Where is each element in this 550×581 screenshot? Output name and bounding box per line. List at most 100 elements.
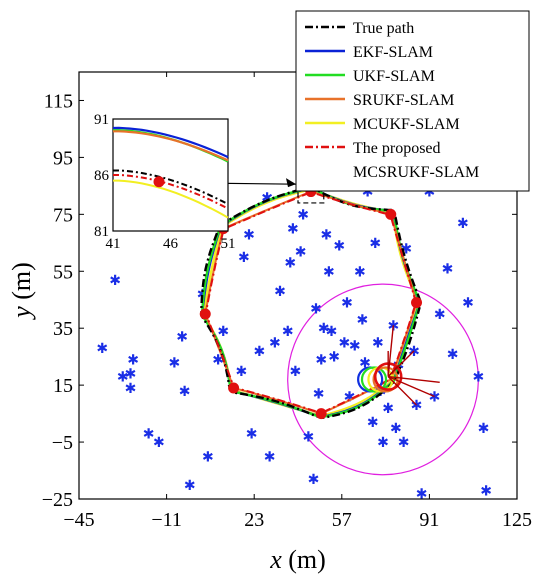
landmark: ✱ xyxy=(125,381,137,397)
inset-plot: 41 46 51 81 86 91 xyxy=(94,112,236,252)
landmark: ✱ xyxy=(400,241,412,257)
landmark: ✱ xyxy=(344,390,356,406)
x-tick-label: 57 xyxy=(332,509,352,531)
landmark: ✱ xyxy=(457,216,469,232)
sensor-range-circle xyxy=(287,283,479,476)
landmark: ✱ xyxy=(323,264,335,280)
inset-waypoint xyxy=(153,176,165,188)
legend-label: The proposed xyxy=(353,140,441,157)
landmark: ✱ xyxy=(424,185,436,201)
observation-ray xyxy=(387,376,418,406)
landmark: ✱ xyxy=(125,367,137,383)
waypoint xyxy=(385,208,397,220)
legend-label: MCSRUKF-SLAM xyxy=(353,164,479,181)
waypoint xyxy=(411,297,423,309)
landmark: ✱ xyxy=(308,472,320,488)
inset-y-tick-label: 91 xyxy=(94,112,109,128)
landmark: ✱ xyxy=(478,421,490,437)
legend-label: True path xyxy=(353,20,414,37)
landmark: ✱ xyxy=(372,335,384,351)
legend-label: SRUKF-SLAM xyxy=(353,92,454,109)
x-tick-label: 23 xyxy=(244,509,264,531)
landmark: ✱ xyxy=(362,185,374,201)
landmark: ✱ xyxy=(295,244,307,260)
x-tick-label: 91 xyxy=(419,509,439,531)
landmark: ✱ xyxy=(264,449,276,465)
landmark: ✱ xyxy=(282,324,294,340)
y-tick-label: 115 xyxy=(44,90,73,112)
observation-ray xyxy=(387,375,435,398)
landmark: ✱ xyxy=(313,387,325,403)
landmark: ✱ xyxy=(411,398,423,414)
landmark: ✱ xyxy=(297,207,309,223)
zoom-arrow-head xyxy=(286,178,296,188)
legend-label: MCUKF-SLAM xyxy=(353,116,460,133)
y-tick-label: 35 xyxy=(53,318,73,340)
landmark: ✱ xyxy=(472,370,484,386)
inset-y-tick-label: 86 xyxy=(94,168,110,184)
inset-series-line xyxy=(113,174,229,210)
observation-ray xyxy=(387,364,400,378)
legend-label: UKF-SLAM xyxy=(353,68,435,85)
landmark: ✱ xyxy=(217,324,229,340)
x-tick-label: −45 xyxy=(63,509,94,531)
observation-ray xyxy=(387,325,395,377)
landmark: ✱ xyxy=(117,370,129,386)
landmark: ✱ xyxy=(302,429,314,445)
legend-label: EKF-SLAM xyxy=(353,44,433,61)
landmark: ✱ xyxy=(326,324,338,340)
landmark: ✱ xyxy=(429,390,441,406)
landmark: ✱ xyxy=(179,384,191,400)
landmark: ✱ xyxy=(382,401,394,417)
landmark: ✱ xyxy=(246,427,258,443)
inset-frame xyxy=(112,118,229,232)
landmark: ✱ xyxy=(109,273,121,289)
landmark: ✱ xyxy=(480,483,492,499)
landmark: ✱ xyxy=(349,338,361,354)
landmark: ✱ xyxy=(238,250,250,266)
landmark: ✱ xyxy=(143,427,155,443)
inset-series-line xyxy=(112,126,229,159)
landmark: ✱ xyxy=(310,301,322,317)
landmark: ✱ xyxy=(202,449,214,465)
landmark: ✱ xyxy=(408,344,420,360)
y-tick-label: 55 xyxy=(53,261,73,283)
landmark: ✱ xyxy=(318,321,330,337)
landmark: ✱ xyxy=(377,435,389,451)
landmark: ✱ xyxy=(320,227,332,243)
landmark: ✱ xyxy=(212,353,224,369)
robot-marker xyxy=(372,366,399,393)
landmark: ✱ xyxy=(284,256,296,272)
landmark: ✱ xyxy=(357,313,369,329)
landmark: ✱ xyxy=(367,415,379,431)
landmark: ✱ xyxy=(359,355,371,371)
landmark: ✱ xyxy=(341,296,353,312)
y-axis-label: y (m) xyxy=(7,262,36,321)
landmark: ✱ xyxy=(261,190,273,206)
observation-ray xyxy=(388,375,440,383)
landmark: ✱ xyxy=(333,239,345,255)
landmark: ✱ xyxy=(442,261,454,277)
landmark: ✱ xyxy=(447,347,459,363)
robot-marker xyxy=(360,366,388,393)
y-tick-label: 15 xyxy=(53,375,73,397)
landmark: ✱ xyxy=(127,353,139,369)
landmark: ✱ xyxy=(235,364,247,380)
y-tick-label: 75 xyxy=(53,204,73,226)
landmark: ✱ xyxy=(274,284,286,300)
landmark: ✱ xyxy=(269,335,281,351)
y-tick-label: 95 xyxy=(53,147,73,169)
landmark: ✱ xyxy=(339,335,351,351)
waypoint xyxy=(228,382,240,394)
legend: True path EKF-SLAM UKF-SLAM SRUKF-SLAM MCUKF… xyxy=(295,10,530,192)
landmark: ✱ xyxy=(184,478,196,494)
landmark: ✱ xyxy=(398,435,410,451)
waypoint xyxy=(199,308,211,320)
landmark: ✱ xyxy=(416,486,428,502)
x-tick-label: −11 xyxy=(151,509,182,531)
landmark: ✱ xyxy=(328,350,340,366)
y-tick-label: −25 xyxy=(42,489,73,511)
inset-y-tick-label: 81 xyxy=(94,224,109,240)
inset-x-tick-label: 41 xyxy=(106,236,121,252)
